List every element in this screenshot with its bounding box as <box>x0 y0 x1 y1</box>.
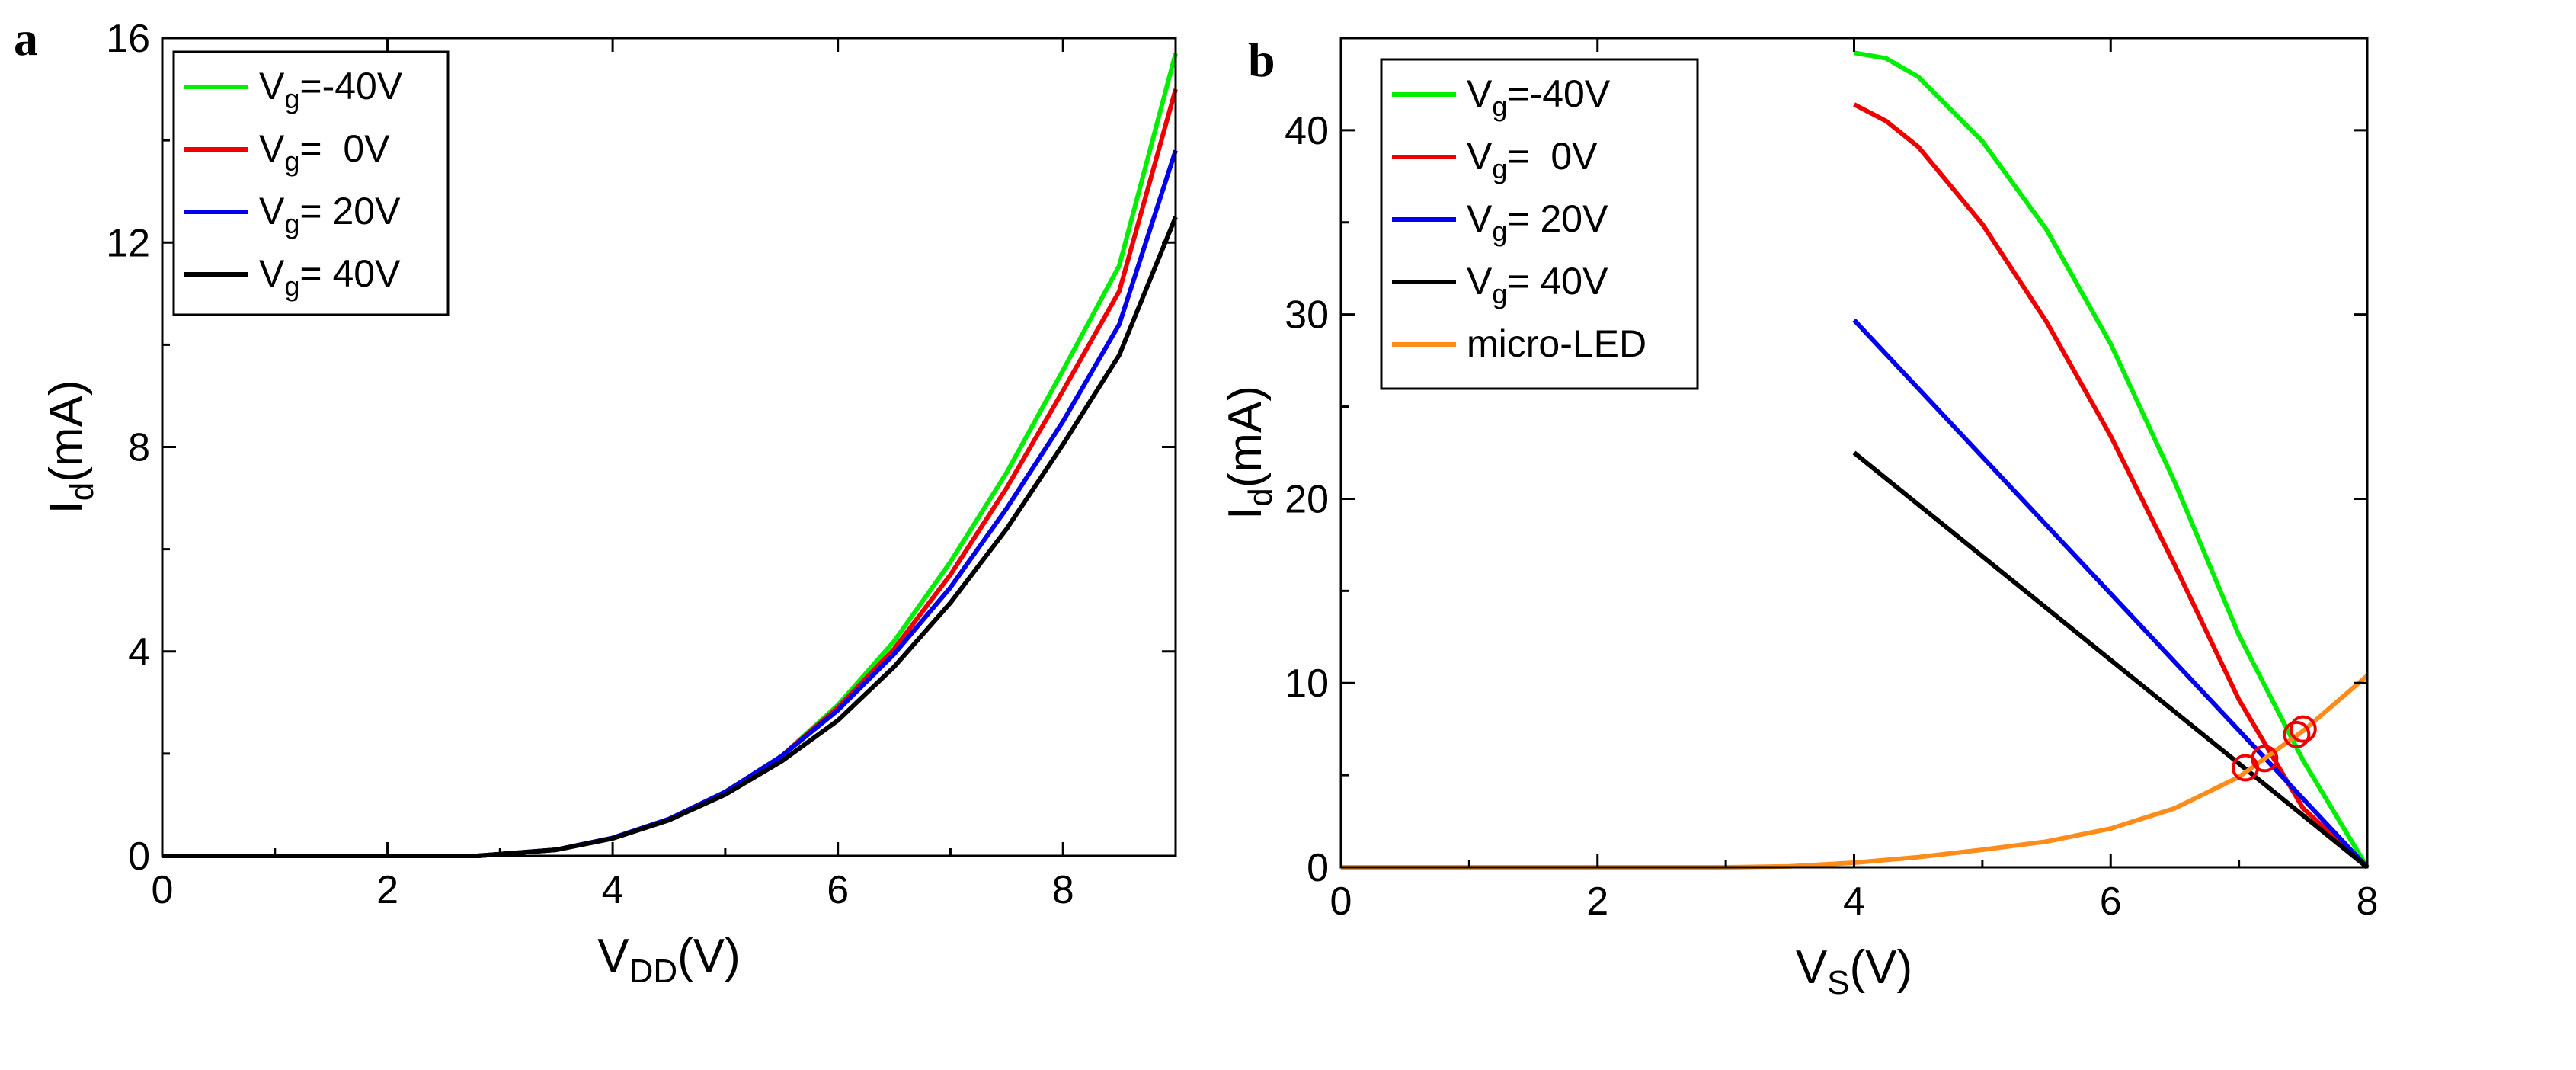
legend-label-0: Vg=-40V <box>1467 72 1611 122</box>
y-axis-title-a: Id(mA) <box>40 380 101 514</box>
y-tick-label: 20 <box>1285 477 1329 521</box>
x-axis-title-a: VDD(V) <box>597 930 741 990</box>
legend-label-3: Vg= 40V <box>259 252 401 302</box>
y-tick-label: 4 <box>128 630 150 674</box>
marker-operating-point-vg-40 <box>2289 715 2317 743</box>
legend-label-3: Vg= 40V <box>1467 260 1608 309</box>
x-tick-label: 4 <box>602 868 624 912</box>
x-tick-label: 0 <box>152 868 174 912</box>
panel-label-b: b <box>1248 33 1275 87</box>
y-tick-label: 8 <box>128 426 150 470</box>
x-tick-label: 6 <box>827 868 849 912</box>
legend-label-4: micro-LED <box>1467 322 1646 365</box>
legend-label-2: Vg= 20V <box>259 190 401 239</box>
x-tick-label: 8 <box>2357 879 2379 924</box>
y-axis-title-b: Id(mA) <box>1219 386 1279 520</box>
y-tick-label: 10 <box>1285 662 1329 706</box>
y-tick-label: 12 <box>106 221 150 265</box>
series-line-b-1 <box>1853 102 2370 870</box>
y-tick-label: 0 <box>1307 846 1329 890</box>
y-tick-label: 30 <box>1285 293 1329 338</box>
x-tick-label: 6 <box>2100 879 2122 924</box>
y-tick-label: 0 <box>128 835 150 879</box>
series-line-a-3 <box>162 216 1178 858</box>
legend-a: Vg=-40V Vg= 0V Vg= 20V Vg= 40V <box>172 50 450 316</box>
x-axis-title-b: VS(V) <box>1796 941 1912 1001</box>
legend-label-1: Vg= 0V <box>1467 135 1598 184</box>
legend-label-0: Vg=-40V <box>259 65 403 114</box>
legend-b: Vg=-40V Vg= 0V Vg= 20V Vg= 40V micro-LED <box>1380 58 1699 390</box>
y-tick-label: 40 <box>1285 109 1329 153</box>
x-tick-label: 0 <box>1330 879 1352 924</box>
series-line-b-2 <box>1852 318 2370 870</box>
x-tick-label: 4 <box>1843 879 1865 924</box>
y-tick-label: 16 <box>106 17 150 61</box>
legend-box <box>172 50 450 316</box>
legend-label-2: Vg= 20V <box>1467 197 1608 247</box>
marker-operating-point-vg20 <box>2251 745 2279 773</box>
series-line-b-0 <box>1853 50 2370 869</box>
legend-box <box>1380 58 1699 390</box>
x-tick-label: 8 <box>1052 868 1074 912</box>
x-tick-label: 2 <box>376 868 398 912</box>
x-tick-label: 2 <box>1586 879 1608 924</box>
marker-operating-point-vg0 <box>2283 720 2311 748</box>
panel-label-a: a <box>14 11 38 66</box>
legend-label-1: Vg= 0V <box>259 127 390 177</box>
series-line-b-3 <box>1852 450 2369 870</box>
